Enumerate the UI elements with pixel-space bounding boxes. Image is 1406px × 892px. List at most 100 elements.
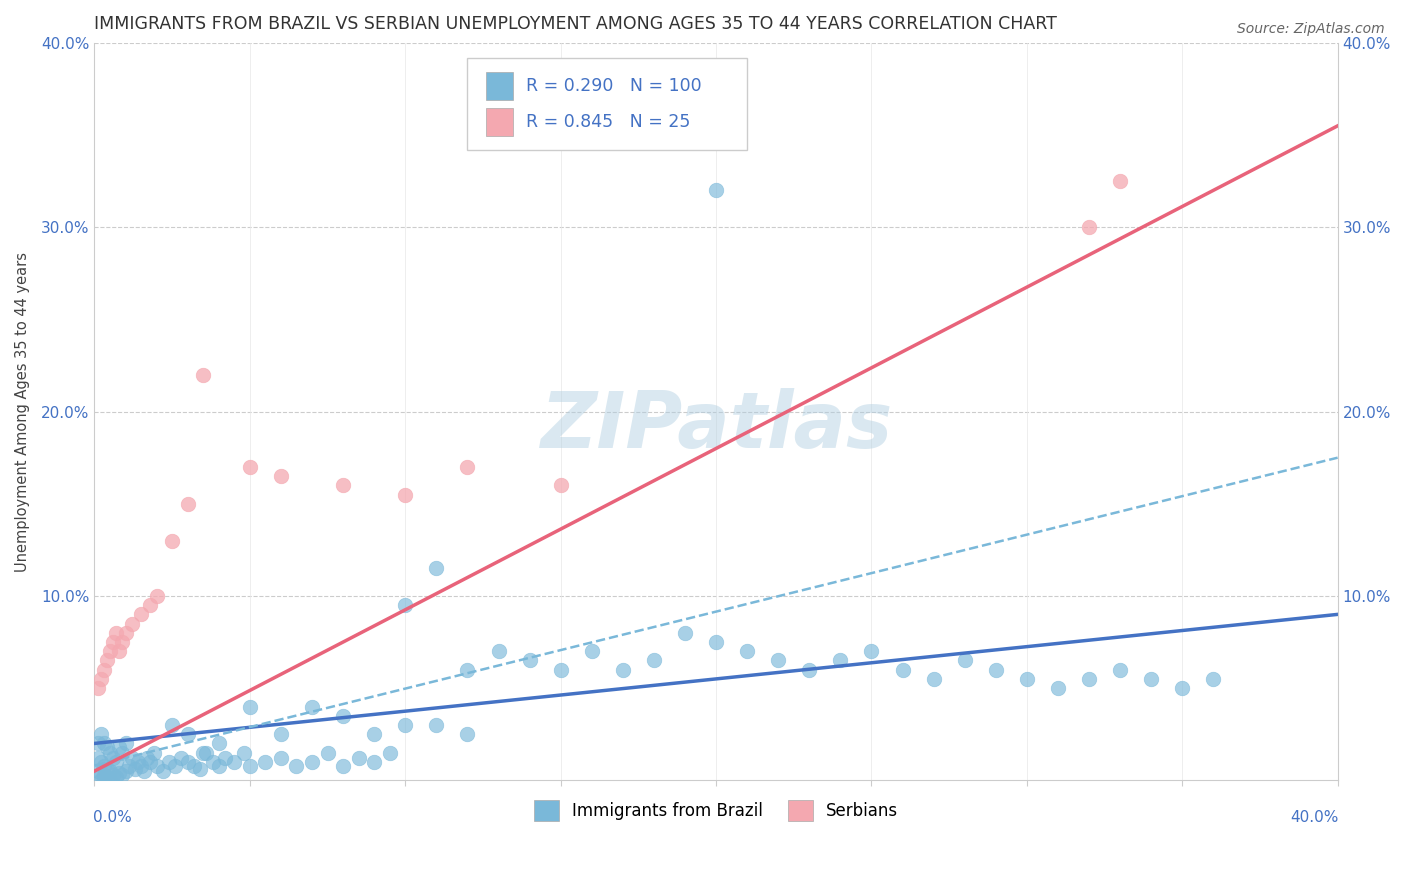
Point xyxy=(643,653,665,667)
Point xyxy=(347,751,370,765)
Point xyxy=(1078,672,1101,686)
Legend: Immigrants from Brazil, Serbians: Immigrants from Brazil, Serbians xyxy=(527,794,905,827)
Point xyxy=(160,533,183,548)
Point xyxy=(139,755,162,769)
Point xyxy=(239,699,262,714)
Point xyxy=(488,644,510,658)
Point xyxy=(1171,681,1194,695)
Point xyxy=(93,663,115,677)
Text: R = 0.845   N = 25: R = 0.845 N = 25 xyxy=(526,112,690,131)
Point xyxy=(177,755,200,769)
Point xyxy=(332,478,354,492)
Point xyxy=(193,368,215,382)
Point xyxy=(129,607,152,622)
Point xyxy=(232,746,254,760)
Point xyxy=(170,751,193,765)
Point xyxy=(673,625,696,640)
Point xyxy=(114,736,136,750)
Point xyxy=(183,758,205,772)
Point xyxy=(111,635,134,649)
Point xyxy=(139,598,162,612)
Point xyxy=(550,478,572,492)
Point xyxy=(188,762,211,776)
Point xyxy=(922,672,945,686)
Point xyxy=(394,718,416,732)
Point xyxy=(93,736,115,750)
Point xyxy=(316,746,339,760)
Point xyxy=(111,746,134,760)
Point xyxy=(270,751,292,765)
Point xyxy=(860,644,883,658)
Point xyxy=(142,746,165,760)
Point xyxy=(129,758,152,772)
Point xyxy=(581,644,603,658)
Point xyxy=(704,635,727,649)
Point xyxy=(90,727,112,741)
Point xyxy=(90,755,112,769)
Point xyxy=(1202,672,1225,686)
Point xyxy=(127,755,149,769)
Point xyxy=(177,727,200,741)
Point xyxy=(90,773,112,788)
Point xyxy=(799,663,821,677)
Point xyxy=(145,589,167,603)
Point xyxy=(93,768,115,782)
Point xyxy=(114,625,136,640)
Point xyxy=(121,751,143,765)
Point xyxy=(1015,672,1038,686)
Point xyxy=(378,746,401,760)
Point xyxy=(124,762,146,776)
Point xyxy=(394,598,416,612)
Point xyxy=(157,755,180,769)
Point xyxy=(239,459,262,474)
Point xyxy=(1109,174,1132,188)
Point xyxy=(456,727,478,741)
Point xyxy=(1078,220,1101,235)
Point xyxy=(1140,672,1163,686)
Point xyxy=(93,758,115,772)
Bar xyxy=(486,108,513,136)
Point xyxy=(105,755,128,769)
Point xyxy=(98,644,121,658)
Point xyxy=(121,616,143,631)
Point xyxy=(96,762,118,776)
Point xyxy=(208,736,231,750)
Point xyxy=(86,751,108,765)
Point xyxy=(201,755,224,769)
Text: Source: ZipAtlas.com: Source: ZipAtlas.com xyxy=(1237,22,1385,37)
Point xyxy=(766,653,789,667)
Point xyxy=(105,770,128,784)
Point xyxy=(456,663,478,677)
Point xyxy=(145,758,167,772)
Point xyxy=(177,497,200,511)
Point xyxy=(270,469,292,483)
Point xyxy=(96,653,118,667)
Text: 0.0%: 0.0% xyxy=(93,810,132,825)
Point xyxy=(98,773,121,788)
Point xyxy=(363,727,385,741)
Point xyxy=(152,764,174,778)
Y-axis label: Unemployment Among Ages 35 to 44 years: Unemployment Among Ages 35 to 44 years xyxy=(15,252,30,572)
Point xyxy=(1109,663,1132,677)
Point xyxy=(301,755,323,769)
Text: R = 0.290   N = 100: R = 0.290 N = 100 xyxy=(526,77,702,95)
Point xyxy=(96,772,118,786)
Point xyxy=(285,758,308,772)
Point xyxy=(193,746,215,760)
Point xyxy=(160,718,183,732)
Point xyxy=(96,740,118,755)
Point xyxy=(224,755,246,769)
Point xyxy=(86,764,108,778)
Point xyxy=(108,740,131,755)
Point xyxy=(136,751,159,765)
Point xyxy=(332,758,354,772)
Point xyxy=(101,751,124,765)
Text: ZIPatlas: ZIPatlas xyxy=(540,388,893,465)
Point xyxy=(90,672,112,686)
Point xyxy=(735,644,758,658)
Point xyxy=(425,561,447,575)
Point xyxy=(1046,681,1069,695)
Point xyxy=(86,736,108,750)
Point xyxy=(98,764,121,778)
Point xyxy=(195,746,218,760)
